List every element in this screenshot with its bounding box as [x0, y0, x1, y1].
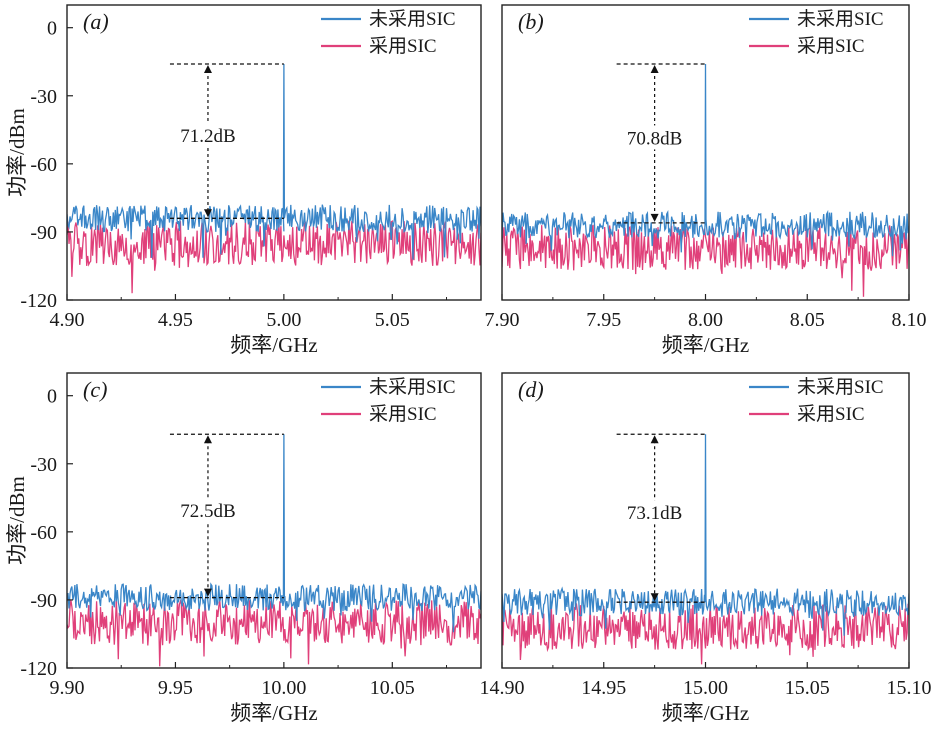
annotation-text: 71.2dB: [180, 126, 235, 147]
legend-label: 采用SIC: [369, 35, 437, 57]
panel-a: 4.90 4.95 5.00 5.05 0 -30 -60 -90 -120 频率/GHz 功率/d…: [5, 4, 482, 357]
annotation-text-bg: [620, 500, 689, 525]
annotation-text: 73.1dB: [627, 503, 682, 524]
series-line-with-sic: [67, 599, 481, 667]
panel-d: 14.90 14.95 15.00 15.05 15.10 频率/GHz (d) 未采用SIC…: [480, 372, 932, 725]
y-tick-label: 0: [47, 386, 57, 408]
series-line-without-sic: [67, 63, 481, 260]
annotation-text: 72.5dB: [180, 501, 235, 522]
y-tick-label: -90: [30, 590, 57, 612]
legend: 未采用SIC 采用SIC: [321, 8, 456, 57]
x-tick-label: 7.95: [586, 309, 621, 331]
x-tick-label: 10.05: [370, 677, 415, 699]
legend-label: 采用SIC: [369, 403, 437, 425]
annotation-gap: 73.1dB: [616, 433, 706, 603]
legend-label: 未采用SIC: [369, 8, 456, 30]
x-axis-label: 频率/GHz: [230, 701, 318, 725]
plot-frame: [66, 4, 482, 301]
annotation-text-bg: [173, 497, 242, 522]
y-tick-label: -30: [30, 454, 57, 476]
y-tick-label: -90: [30, 222, 57, 244]
x-tick-label: 8.05: [790, 309, 825, 331]
x-tick-label: 14.90: [480, 677, 525, 699]
series-line-with-sic: [502, 602, 909, 665]
x-tick-label: 14.95: [581, 677, 626, 699]
annotation-arrow-head-down: [203, 588, 212, 597]
legend-label: 未采用SIC: [369, 376, 456, 398]
x-tick-label: 10.00: [261, 677, 306, 699]
y-tick-label: -60: [30, 154, 57, 176]
x-tick-label: 5.05: [375, 309, 410, 331]
panel-label: (d): [518, 377, 544, 402]
x-axis-label: 频率/GHz: [662, 701, 750, 725]
legend-label: 采用SIC: [797, 35, 865, 57]
legend-label: 未采用SIC: [797, 8, 884, 30]
series-line-without-sic: [502, 63, 909, 257]
y-tick-label: -120: [20, 290, 57, 312]
x-tick-label: 15.10: [887, 677, 932, 699]
annotation-text-bg: [620, 125, 689, 150]
x-axis-label: 频率/GHz: [230, 333, 318, 357]
annotation-text: 70.8dB: [627, 128, 682, 149]
x-tick-label: 4.90: [50, 309, 85, 331]
annotation-arrow-head-up: [650, 65, 659, 73]
annotation-arrow-head-up: [650, 435, 659, 444]
y-tick-label: -30: [30, 86, 57, 108]
annotation-arrow-head-up: [203, 435, 212, 444]
panel-label: (a): [83, 9, 109, 34]
annotation-arrow-head-down: [650, 213, 659, 222]
panel-label: (b): [518, 9, 544, 34]
legend-label: 未采用SIC: [797, 376, 884, 398]
y-axis-label: 功率/dBm: [5, 108, 29, 197]
x-axis-label: 频率/GHz: [662, 333, 750, 357]
x-tick-label: 8.00: [688, 309, 723, 331]
legend: 未采用SIC 采用SIC: [749, 8, 884, 57]
x-tick-label: 15.00: [683, 677, 728, 699]
y-tick-label: -120: [20, 658, 57, 680]
annotation-gap: 72.5dB: [169, 433, 284, 599]
annotation-text-bg: [173, 123, 242, 148]
annotation-gap: 70.8dB: [616, 63, 706, 224]
x-tick-label: 8.10: [892, 309, 927, 331]
series-line-without-sic: [502, 434, 909, 636]
annotation-gap: 71.2dB: [169, 63, 284, 219]
series-line-with-sic: [67, 220, 481, 294]
series-line-without-sic: [67, 434, 481, 633]
legend: 未采用SIC 采用SIC: [749, 376, 884, 425]
x-tick-label: 7.90: [485, 309, 520, 331]
plot-frame: [66, 372, 482, 669]
legend: 未采用SIC 采用SIC: [321, 376, 456, 425]
x-tick-label: 4.95: [158, 309, 193, 331]
annotation-arrow-head-down: [203, 209, 212, 218]
x-tick-label: 15.05: [785, 677, 830, 699]
y-axis-label: 功率/dBm: [5, 476, 29, 565]
panel-b: 7.90 7.95 8.00 8.05 8.10 频率/GHz (b) 未采用SIC 采用SIC…: [485, 4, 927, 357]
annotation-arrow-head-down: [650, 593, 659, 602]
legend-label: 采用SIC: [797, 403, 865, 425]
panel-label: (c): [83, 377, 107, 402]
panel-c: 9.90 9.95 10.00 10.05 0 -30 -60 -90 -120 频率/GHz 功率…: [5, 372, 482, 725]
x-tick-label: 9.90: [50, 677, 85, 699]
x-tick-label: 9.95: [158, 677, 193, 699]
y-tick-label: 0: [47, 18, 57, 40]
x-tick-label: 5.00: [266, 309, 301, 331]
y-tick-label: -60: [30, 522, 57, 544]
annotation-arrow-head-up: [203, 65, 212, 73]
